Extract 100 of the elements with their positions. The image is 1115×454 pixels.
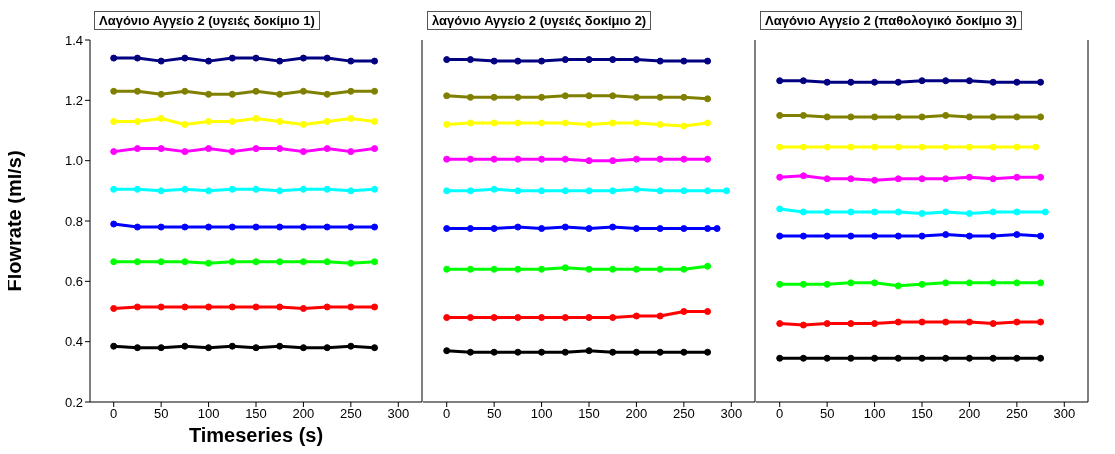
point xyxy=(252,258,260,266)
point xyxy=(871,354,879,362)
point xyxy=(371,145,379,153)
chart-title: Λαγόνιο Αγγείο 2 (παθολογικό δοκίμιο 3) xyxy=(760,10,1022,30)
point xyxy=(466,265,474,273)
x-tick-label: 200 xyxy=(625,406,648,422)
point xyxy=(490,119,498,127)
point xyxy=(680,122,688,130)
y-tick-label: 1.0 xyxy=(64,153,83,169)
point xyxy=(157,90,165,98)
point xyxy=(157,57,165,65)
point xyxy=(323,303,331,311)
point xyxy=(1032,143,1040,151)
y-tick-label: 0.6 xyxy=(64,273,83,289)
point xyxy=(609,56,617,64)
point xyxy=(561,56,569,64)
point xyxy=(585,347,593,355)
point xyxy=(133,223,141,231)
point xyxy=(942,143,950,151)
x-tick-label: 100 xyxy=(530,406,553,422)
point xyxy=(466,348,474,356)
point xyxy=(276,117,284,125)
point xyxy=(466,119,474,127)
point xyxy=(585,56,593,64)
point xyxy=(276,187,284,195)
point xyxy=(632,119,640,127)
point xyxy=(133,145,141,153)
point xyxy=(276,303,284,311)
point xyxy=(871,113,879,121)
point xyxy=(205,117,213,125)
x-tick-label: 0 xyxy=(110,406,118,422)
point xyxy=(799,77,807,85)
point xyxy=(871,143,879,151)
point xyxy=(942,279,950,287)
point xyxy=(252,344,260,352)
point xyxy=(632,155,640,163)
point xyxy=(585,314,593,322)
point xyxy=(799,232,807,240)
point xyxy=(133,303,141,311)
point xyxy=(323,344,331,352)
point xyxy=(110,148,118,156)
point xyxy=(847,279,855,287)
point xyxy=(704,308,712,315)
point xyxy=(847,143,855,151)
point xyxy=(989,208,997,216)
point xyxy=(965,143,973,151)
point xyxy=(776,173,784,181)
point xyxy=(347,114,355,122)
point xyxy=(585,187,593,195)
point xyxy=(514,314,522,322)
point xyxy=(799,111,807,119)
point xyxy=(942,318,950,326)
point xyxy=(799,172,807,180)
point xyxy=(1013,78,1021,86)
point xyxy=(181,120,189,128)
point xyxy=(443,187,451,195)
point xyxy=(989,175,997,183)
point xyxy=(371,57,379,65)
point xyxy=(704,348,712,356)
point xyxy=(561,314,569,322)
point xyxy=(110,342,118,350)
point xyxy=(680,155,688,163)
point xyxy=(632,265,640,273)
point xyxy=(894,232,902,240)
point xyxy=(299,304,307,312)
point xyxy=(205,344,213,352)
point xyxy=(133,258,141,266)
point xyxy=(609,157,617,165)
point xyxy=(989,143,997,151)
point xyxy=(918,209,926,217)
point xyxy=(538,187,546,195)
point xyxy=(133,87,141,95)
point xyxy=(443,56,451,64)
point xyxy=(609,265,617,273)
point xyxy=(443,92,451,100)
point xyxy=(1037,78,1045,86)
point xyxy=(704,119,712,127)
point xyxy=(871,78,879,86)
point xyxy=(514,223,522,231)
point xyxy=(1013,143,1021,151)
point xyxy=(656,120,664,128)
point xyxy=(965,209,973,217)
point xyxy=(1013,354,1021,362)
point xyxy=(514,187,522,195)
point xyxy=(680,187,688,195)
point xyxy=(965,354,973,362)
point xyxy=(538,93,546,101)
point xyxy=(680,348,688,356)
point xyxy=(157,303,165,311)
point xyxy=(371,344,379,352)
point xyxy=(776,354,784,362)
x-tick-label: 250 xyxy=(340,406,362,422)
point xyxy=(110,220,118,228)
point xyxy=(323,223,331,231)
point xyxy=(942,175,950,183)
point xyxy=(656,57,664,65)
point xyxy=(871,320,879,328)
point xyxy=(157,258,165,266)
point xyxy=(228,223,236,231)
point xyxy=(1037,318,1045,326)
